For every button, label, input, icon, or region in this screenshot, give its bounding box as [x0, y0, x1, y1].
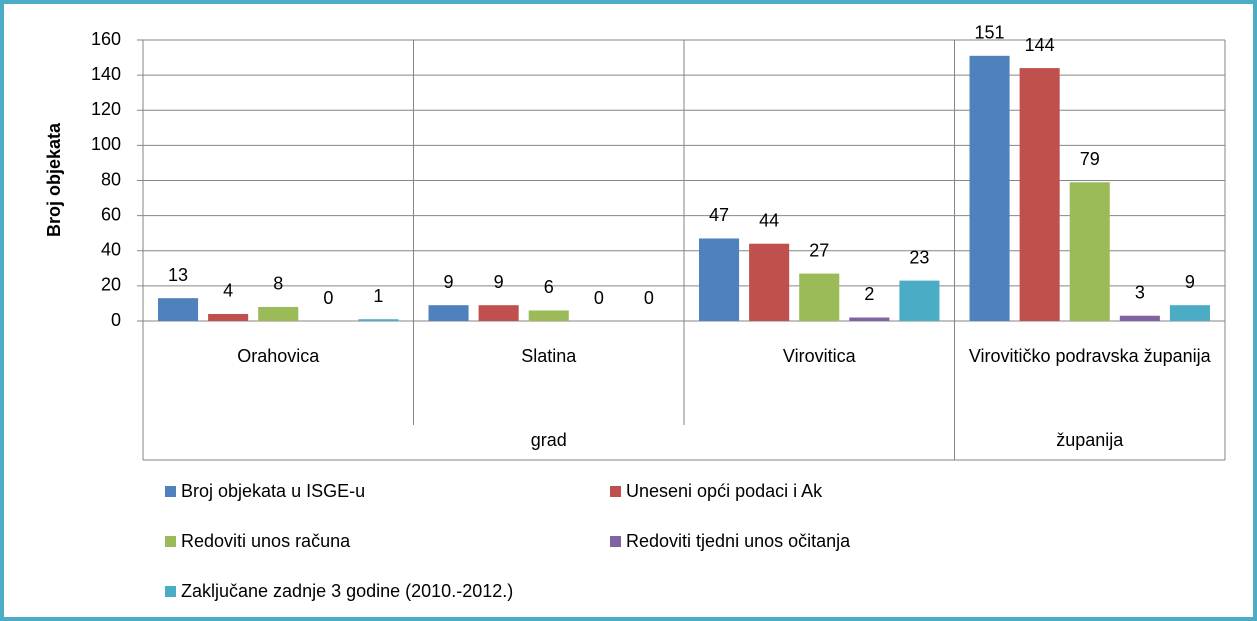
data-label: 4 [223, 281, 233, 301]
data-label: 8 [273, 274, 283, 294]
bar [1069, 182, 1110, 321]
bar [699, 238, 740, 321]
data-label: 0 [323, 288, 333, 308]
bar [1019, 68, 1060, 321]
bar [358, 319, 399, 321]
y-tick-label: 20 [101, 275, 121, 295]
legend-label: Redoviti tjedni unos očitanja [626, 531, 851, 551]
bar [969, 55, 1010, 322]
y-axis-label: Broj objekata [44, 122, 64, 237]
data-label: 47 [709, 205, 729, 225]
legend-swatch [165, 586, 176, 597]
bar [208, 313, 249, 321]
legend-label: Redoviti unos računa [181, 531, 351, 551]
bar [158, 298, 199, 321]
group-label: županija [1056, 430, 1124, 450]
bar [849, 317, 890, 321]
data-label: 23 [909, 247, 929, 267]
data-label: 151 [975, 23, 1005, 43]
bar [1119, 315, 1160, 321]
data-label: 0 [594, 288, 604, 308]
y-tick-label: 80 [101, 169, 121, 189]
legend-swatch [165, 536, 176, 547]
y-tick-label: 120 [91, 99, 121, 119]
data-label: 13 [168, 265, 188, 285]
data-label: 9 [494, 272, 504, 292]
bar [528, 310, 569, 321]
y-tick-label: 140 [91, 64, 121, 84]
x-tick-label: Virovitica [783, 346, 857, 366]
data-label: 0 [644, 288, 654, 308]
y-tick-label: 40 [101, 240, 121, 260]
data-label: 9 [1185, 272, 1195, 292]
data-label: 6 [544, 277, 554, 297]
bar [1169, 305, 1210, 321]
y-tick-label: 60 [101, 204, 121, 224]
data-label: 144 [1025, 35, 1055, 55]
bar [428, 305, 469, 321]
data-label: 9 [444, 272, 454, 292]
x-tick-label: Virovitičko podravska županija [969, 346, 1212, 366]
legend-label: Zaključane zadnje 3 godine (2010.-2012.) [181, 581, 513, 601]
bar [258, 306, 299, 321]
y-tick-label: 0 [111, 310, 121, 330]
data-label: 79 [1080, 149, 1100, 169]
data-label: 2 [864, 284, 874, 304]
legend-swatch [610, 486, 621, 497]
y-tick-label: 100 [91, 134, 121, 154]
data-label: 27 [809, 240, 829, 260]
data-label: 3 [1135, 282, 1145, 302]
legend-label: Uneseni opći podaci i Ak [626, 481, 823, 501]
bar [478, 305, 519, 321]
legend-swatch [165, 486, 176, 497]
legend-swatch [610, 536, 621, 547]
group-label: grad [531, 430, 567, 450]
legend-label: Broj objekata u ISGE-u [181, 481, 365, 501]
y-tick-label: 160 [91, 29, 121, 49]
x-tick-label: Slatina [521, 346, 577, 366]
bar [749, 243, 790, 321]
bar [799, 273, 840, 321]
data-label: 1 [373, 286, 383, 306]
bar [899, 280, 940, 321]
x-tick-label: Orahovica [237, 346, 320, 366]
data-label: 44 [759, 210, 779, 230]
